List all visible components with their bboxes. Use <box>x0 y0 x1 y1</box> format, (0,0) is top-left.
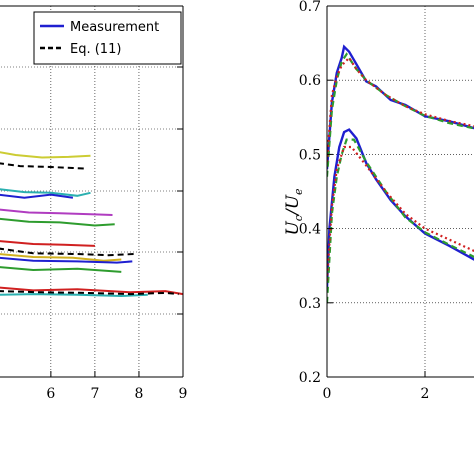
left-series-line <box>0 256 133 264</box>
left-x-tick-label: 8 <box>134 386 143 402</box>
legend-measurement-label: Measurement <box>70 20 159 35</box>
left-series-line <box>0 293 148 298</box>
right-series-line <box>327 145 474 281</box>
left-series-line <box>0 286 184 296</box>
left-series-line <box>0 266 122 273</box>
legend: Measurement Eq. (11) <box>33 11 182 65</box>
left-series-line <box>0 151 91 159</box>
left-series-line <box>0 188 91 197</box>
left-x-tick-label: 9 <box>179 386 188 402</box>
left-x-tick-label: 6 <box>46 386 55 402</box>
left-series-line <box>0 162 87 170</box>
left-series-line <box>0 217 115 227</box>
right-y-tick-label: 0.7 <box>299 0 321 15</box>
left-series-line <box>0 193 74 199</box>
right-y-tick-label: 0.5 <box>299 147 321 163</box>
right-y-tick-label: 0.6 <box>299 73 321 89</box>
right-y-tick-label: 0.3 <box>299 296 321 312</box>
right-series-line <box>327 138 474 303</box>
right-y-tick-label: 0.4 <box>299 222 321 238</box>
left-series-line <box>0 208 113 216</box>
right-y-tick-label: 0.2 <box>299 370 321 386</box>
left-series-line <box>0 290 179 296</box>
right-y-axis-label: Uc/Ue <box>283 188 305 236</box>
right-x-tick-label: 2 <box>421 386 430 402</box>
left-y-tickmarks <box>177 66 183 315</box>
left-series-line <box>0 247 135 257</box>
right-gridlines <box>327 6 474 377</box>
legend-box <box>33 11 182 65</box>
right-y-ticks: 0.2 0.3 0.4 0.5 0.6 0.7 <box>299 0 333 386</box>
left-x-tick-label: 7 <box>90 386 99 402</box>
left-x-ticks: 6 7 8 9 <box>46 371 187 402</box>
right-series-group <box>327 44 474 303</box>
left-series-line <box>0 253 122 262</box>
left-series-group <box>0 151 184 298</box>
right-series-line <box>327 128 474 289</box>
left-series-line <box>0 240 95 247</box>
right-x-tick-label: 0 <box>323 386 332 402</box>
legend-eq11-label: Eq. (11) <box>70 42 121 57</box>
right-series-line <box>327 56 474 162</box>
left-chart: 6 7 8 9 Measurement Eq. (11) <box>0 5 187 402</box>
right-series-line <box>327 44 474 170</box>
